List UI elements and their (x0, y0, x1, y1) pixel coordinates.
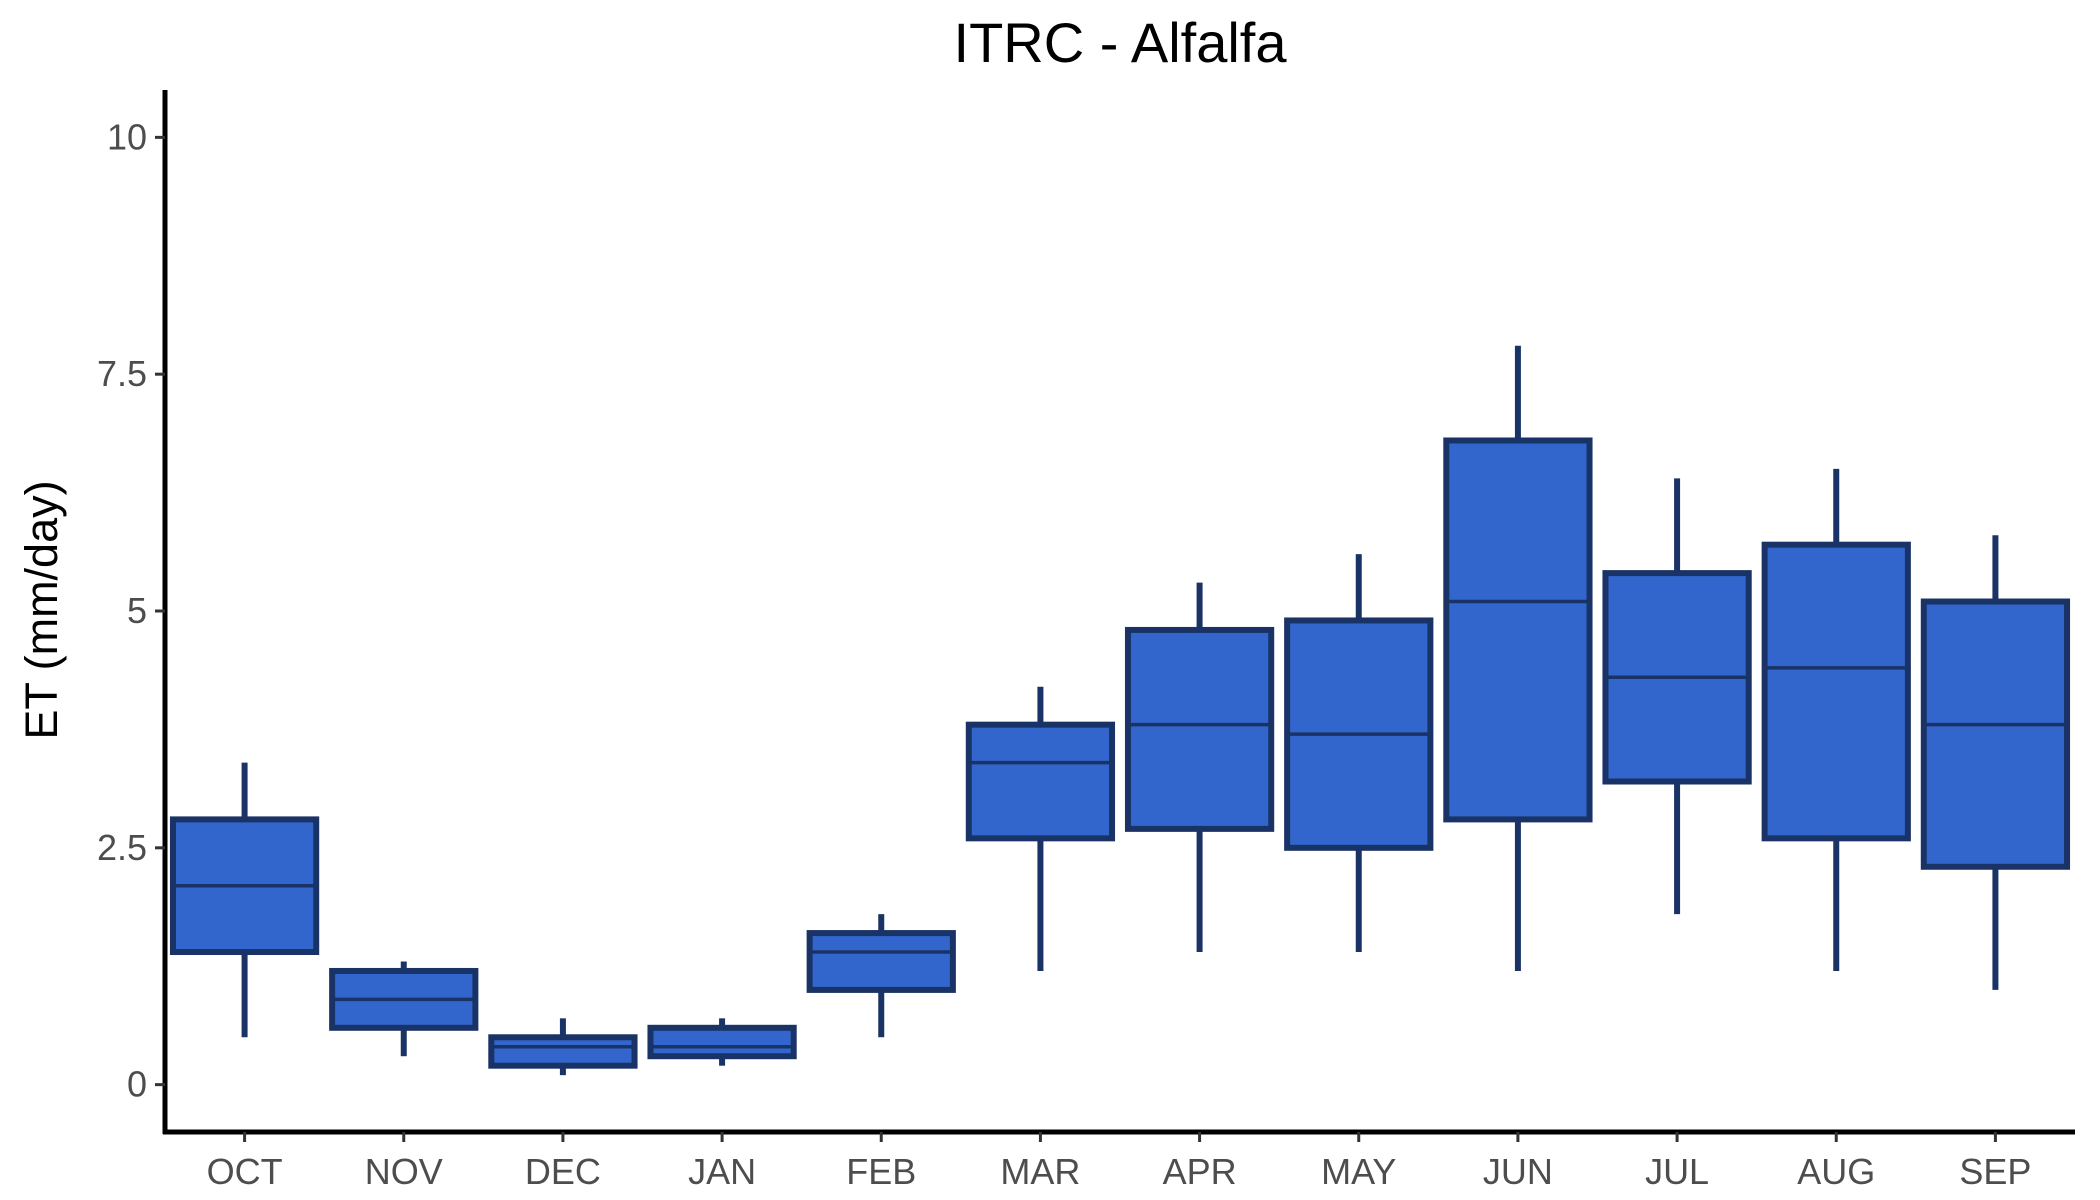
box-iqr (1920, 598, 2071, 870)
x-tick-label: JUN (1483, 1151, 1553, 1192)
box-group-nov (329, 961, 479, 1057)
box-group-sep (1920, 535, 2071, 990)
box-group-aug (1761, 468, 1911, 971)
box-iqr (1443, 437, 1593, 823)
box-iqr (806, 930, 956, 993)
box-group-jan (647, 1018, 797, 1066)
y-tick-label: 0 (127, 1064, 147, 1105)
box-group-jul (1602, 478, 1752, 915)
box-group-may (1284, 554, 1434, 953)
box-iqr (1761, 541, 1911, 842)
x-tick-label: NOV (365, 1151, 443, 1192)
x-tick-label: DEC (525, 1151, 601, 1192)
plot-area: 0 2.5 5 7.5 10 OCT NOV DEC JAN FEB MAR APR MAY JUN JUL… (97, 90, 2075, 1192)
box-iqr (647, 1024, 797, 1060)
box-group-feb (806, 914, 956, 1038)
box-group-oct (169, 762, 320, 1038)
x-tick-label: FEB (846, 1151, 916, 1192)
x-tick-label: JAN (688, 1151, 756, 1192)
y-tick-label: 7.5 (97, 353, 147, 394)
box-group-apr (1124, 582, 1275, 953)
x-tick-label: JUL (1645, 1151, 1709, 1192)
y-tick-label: 2.5 (97, 827, 147, 868)
y-axis-label: ET (mm/day) (16, 480, 67, 739)
x-tick-label: SEP (1959, 1151, 2031, 1192)
y-tick-label: 5 (127, 590, 147, 631)
x-tick-label: OCT (207, 1151, 283, 1192)
box-group-mar (965, 686, 1116, 971)
x-tick-label: MAR (1000, 1151, 1080, 1192)
box-group-dec (488, 1018, 638, 1076)
x-tick-label: AUG (1797, 1151, 1875, 1192)
box-iqr (965, 721, 1116, 842)
y-tick-label: 10 (107, 116, 147, 157)
chart-title: ITRC - Alfalfa (954, 11, 1288, 74)
x-tick-label: APR (1163, 1151, 1237, 1192)
box-iqr (1124, 626, 1275, 832)
box-group-jun (1443, 345, 1593, 971)
box-iqr (488, 1034, 638, 1069)
x-tick-label: MAY (1321, 1151, 1396, 1192)
